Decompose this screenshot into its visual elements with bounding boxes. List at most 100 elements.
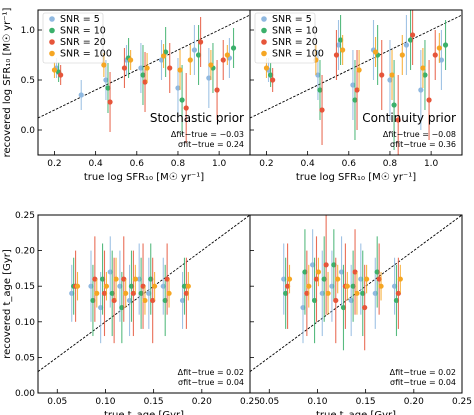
- x-axis-label: true t_age [Gyr]: [316, 410, 396, 415]
- points: [69, 236, 191, 344]
- y-tick-label: 0.00: [15, 389, 35, 399]
- legend-marker: [261, 27, 267, 34]
- data-point: [185, 283, 191, 289]
- y-tick-label: 1.0: [21, 26, 36, 36]
- legend-label: SNR = 20: [272, 37, 318, 48]
- data-point: [340, 47, 346, 53]
- data-point: [323, 262, 329, 268]
- prior-label: Stochastic prior: [150, 111, 244, 125]
- stat-annotation: Δfit−true = 0.02: [178, 368, 244, 377]
- data-point: [101, 290, 108, 296]
- data-point: [183, 105, 189, 111]
- data-point: [376, 276, 382, 282]
- stat-annotation: Δfit−true = 0.02: [390, 368, 456, 377]
- data-point: [319, 290, 325, 296]
- stat-annotation: σfit−true = 0.04: [390, 378, 456, 387]
- data-point: [310, 262, 316, 268]
- data-point: [352, 269, 358, 275]
- stat-annotation: σfit−true = 0.04: [178, 378, 244, 387]
- data-point: [399, 52, 405, 58]
- legend-label: SNR = 5: [272, 14, 312, 25]
- data-point: [121, 276, 127, 282]
- data-point: [88, 283, 94, 289]
- data-point: [179, 297, 186, 304]
- data-point: [281, 276, 287, 282]
- y-tick-label: 0.25: [15, 211, 35, 221]
- data-point: [181, 283, 188, 289]
- panel-sfr-stochastic: 0.2 0.4 0.6 0.8 1.0 0.0 0.5 1.0 true log SFR₁₀ […: [2, 7, 251, 183]
- data-point: [270, 77, 276, 83]
- panel-sfr-continuity: 0.2 0.4 0.6 0.8 1.0 true log SFR₁₀ [M☉ yr⁻¹] C…: [249, 9, 463, 183]
- data-point: [107, 99, 113, 105]
- data-point: [150, 297, 156, 304]
- data-point: [191, 47, 198, 53]
- points: [263, 10, 449, 155]
- data-point: [90, 297, 96, 304]
- legend-label: SNR = 100: [272, 49, 324, 60]
- data-point: [420, 65, 426, 71]
- data-point: [422, 72, 428, 78]
- legend-box: [42, 12, 104, 64]
- data-point: [374, 269, 380, 275]
- x-tick-label: 0.2: [259, 159, 273, 169]
- data-point: [304, 290, 310, 296]
- data-point: [387, 77, 393, 83]
- legend-marker: [261, 39, 267, 45]
- points: [281, 215, 403, 351]
- legend-label: SNR = 20: [60, 37, 106, 48]
- data-point: [140, 283, 146, 289]
- data-point: [354, 290, 360, 296]
- data-point: [175, 85, 181, 91]
- data-point: [372, 290, 378, 296]
- data-point: [378, 283, 384, 289]
- data-point: [337, 37, 344, 43]
- y-tick-label: 0.5: [21, 76, 35, 86]
- data-point: [329, 283, 335, 289]
- data-point: [58, 72, 64, 78]
- x-tick-label: 0.6: [130, 159, 145, 169]
- data-point: [69, 290, 75, 296]
- data-point: [335, 42, 342, 48]
- data-point: [206, 75, 212, 81]
- data-point: [352, 97, 358, 103]
- data-point: [389, 72, 395, 78]
- x-tick-label: 0.10: [307, 397, 327, 407]
- data-point: [146, 290, 152, 296]
- stat-annotation: Δfit−true = −0.03: [171, 130, 244, 139]
- data-point: [311, 297, 318, 304]
- data-point: [436, 45, 442, 51]
- data-point: [138, 290, 144, 296]
- data-point: [364, 276, 370, 282]
- legend-label: SNR = 100: [60, 49, 112, 60]
- y-tick-label: 0.20: [15, 247, 35, 257]
- data-point: [166, 290, 172, 296]
- data-point: [136, 276, 142, 282]
- y-axis-label: recovered t_age [Gyr]: [2, 249, 13, 359]
- data-point: [99, 276, 106, 282]
- data-point: [177, 67, 183, 73]
- data-point: [319, 107, 325, 113]
- y-tick-label: 0.05: [15, 353, 35, 363]
- data-point: [208, 62, 214, 68]
- data-point: [51, 67, 58, 73]
- data-point: [407, 37, 414, 43]
- data-point: [111, 297, 117, 304]
- panel-age-stochastic: 0.05 0.10 0.15 0.20 0.25 0.00 0.05 0.10 0.15 0.20…: [2, 211, 260, 415]
- legend-marker: [49, 27, 55, 34]
- data-point: [372, 49, 379, 55]
- x-axis-label: true log SFR₁₀ [M☉ yr⁻¹]: [296, 172, 416, 183]
- data-point: [356, 67, 362, 73]
- data-point: [397, 276, 403, 282]
- x-tick-label: 0.20: [192, 397, 212, 407]
- x-tick-label: 0.6: [342, 159, 357, 169]
- axes-frame: [249, 9, 463, 156]
- data-point: [142, 79, 148, 85]
- data-point: [160, 283, 166, 289]
- data-point: [432, 52, 438, 58]
- one-to-one-line: [38, 14, 250, 119]
- data-point: [187, 57, 193, 63]
- data-point: [321, 276, 327, 282]
- data-point: [393, 297, 400, 304]
- data-point: [284, 283, 291, 289]
